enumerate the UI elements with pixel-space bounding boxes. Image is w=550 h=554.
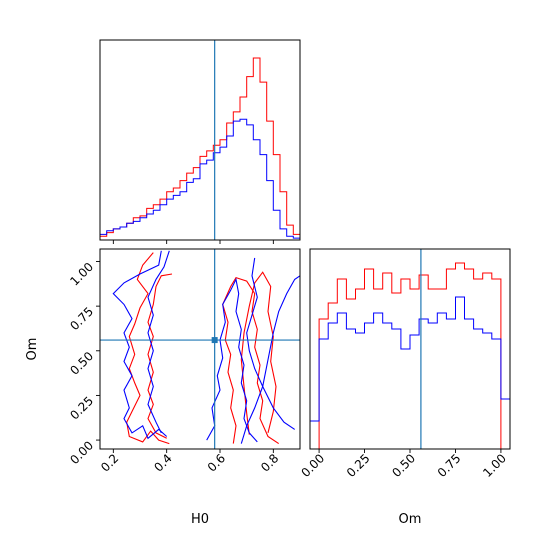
- contour-line-7: [240, 275, 301, 444]
- contour-line-5: [147, 250, 170, 434]
- om-hist-series-0: [310, 262, 510, 450]
- h0-hist-series-0: [100, 57, 300, 237]
- contour-line-6: [206, 277, 258, 443]
- contour-line-2: [222, 276, 280, 445]
- h0-hist-frame: [99, 39, 301, 241]
- h0-hist-series-1: [100, 118, 300, 239]
- om-axis-label: Om: [399, 512, 422, 527]
- truth-point-marker: [211, 337, 218, 344]
- contour-frame: [99, 248, 301, 450]
- contour-line-1: [147, 273, 173, 439]
- om-hist-series-1: [309, 296, 511, 449]
- om-y-axis-label: Om: [25, 338, 40, 361]
- h0-axis-label: H0: [191, 512, 209, 527]
- h0-histogram-panel: [99, 39, 301, 244]
- contour-line-8: [246, 257, 296, 430]
- contour-line-3: [240, 271, 277, 435]
- contour-line-4: [112, 250, 168, 440]
